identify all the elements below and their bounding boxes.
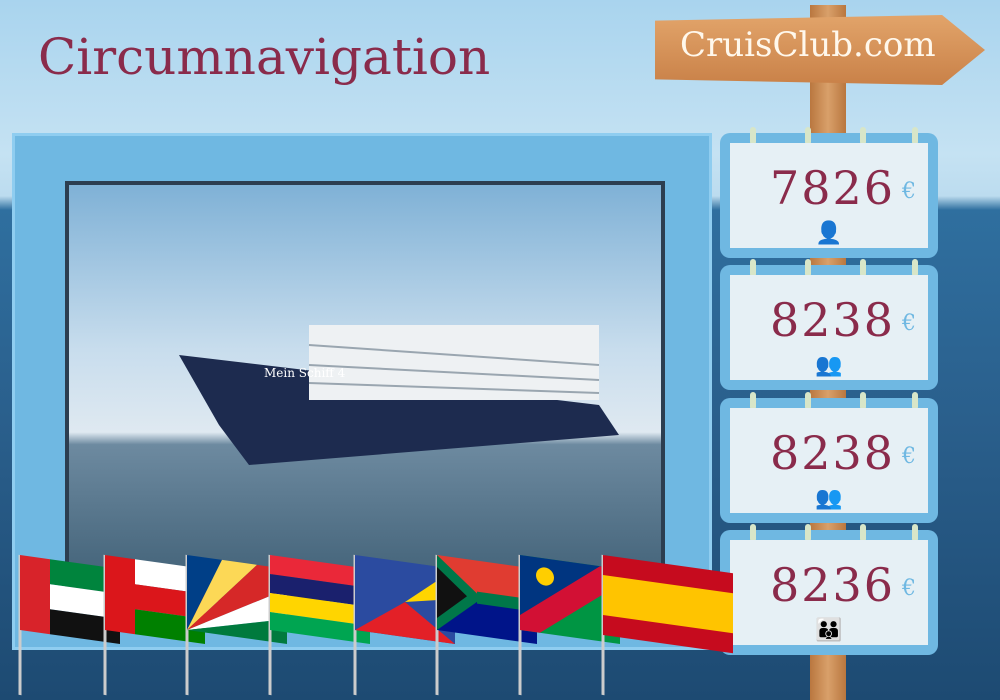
single-person-icon: 👤 xyxy=(815,221,843,246)
price-value: 8236 xyxy=(770,558,896,612)
cruise-ship-image: Mein Schiff 4 xyxy=(179,325,619,465)
flag-mauritius xyxy=(268,554,370,696)
page-title: Circumnavigation xyxy=(38,28,491,86)
price-value: 8238 xyxy=(770,426,896,480)
flag-seychelles xyxy=(185,554,287,696)
adult-child-icon: 👥 xyxy=(815,486,843,511)
currency-symbol: € xyxy=(902,444,916,469)
price-value: 8238 xyxy=(770,293,896,347)
currency-symbol: € xyxy=(902,179,916,204)
price-card-two-adults: 8238 € 👥 xyxy=(720,259,938,390)
price-card-adult-child: 8238 € 👥 xyxy=(720,392,938,523)
ship-name-text: Mein Schiff 4 xyxy=(264,366,346,380)
brand-logo-text: CruisClub.com xyxy=(680,25,936,65)
flag-south-africa xyxy=(435,554,537,696)
price-value: 7826 xyxy=(770,161,896,215)
country-flags xyxy=(18,554,733,696)
price-card-single: 7826 € 👤 xyxy=(720,127,938,258)
two-adults-icon: 👥 xyxy=(815,353,843,378)
currency-symbol: € xyxy=(902,576,916,601)
ship-photo: Mein Schiff 4 xyxy=(65,181,665,601)
flag-spain xyxy=(601,554,733,696)
currency-symbol: € xyxy=(902,311,916,336)
price-card-family: 8236 € 👪 xyxy=(720,524,938,655)
flag-namibia xyxy=(518,554,620,696)
brand-sign: CruisClub.com xyxy=(655,15,985,85)
flag-uae xyxy=(18,554,120,696)
family-icon: 👪 xyxy=(815,618,843,643)
